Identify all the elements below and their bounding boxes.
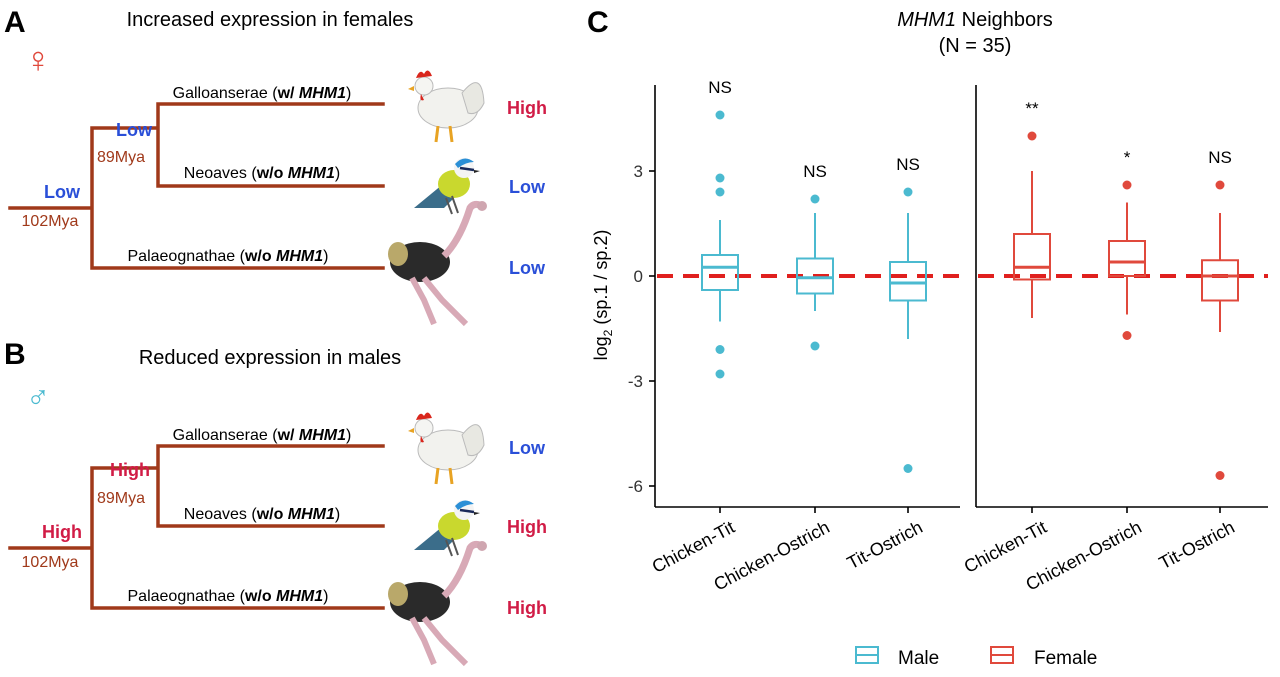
- chicken-illustration-b: [408, 412, 485, 485]
- outlier-female-chicken-ostrich: [1122, 180, 1132, 190]
- outlier-male-tit-ostrich: [903, 464, 913, 473]
- female-tree-branches: [8, 102, 385, 270]
- male-tip-palaeognathae: High: [507, 598, 547, 618]
- outlier-female-chicken-tit: [1027, 131, 1037, 141]
- male-tree: High 102Mya High 89Mya Galloanserae (w/ …: [8, 427, 547, 618]
- female-tip-galloanserae: High: [507, 98, 547, 118]
- male-symbol-icon: ♂: [26, 379, 50, 415]
- female-clade-galloanserae: Galloanserae (w/ MHM1): [173, 85, 352, 102]
- female-symbol-icon: ♀: [25, 39, 52, 80]
- y-tick-label: -3: [628, 372, 643, 391]
- chart-subtitle: (N = 35): [939, 35, 1012, 57]
- outlier-male-chicken-tit: [715, 173, 725, 183]
- outlier-female-tit-ostrich: [1215, 180, 1225, 190]
- legend-item-male: Male: [855, 646, 939, 669]
- ostrich-illustration-b: [388, 540, 487, 667]
- outlier-male-chicken-ostrich: [810, 194, 820, 204]
- panel-b-title: Reduced expression in males: [139, 347, 401, 369]
- male-tree-branches: [8, 444, 385, 610]
- male-clade-palaeognathae: Palaeognathae (w/o MHM1): [128, 588, 329, 605]
- outlier-female-chicken-ostrich: [1122, 331, 1132, 340]
- ostrich-illustration: [388, 200, 487, 327]
- chart-title: MHM1 Neighbors: [897, 9, 1053, 31]
- female-inner-label: Low: [116, 120, 153, 140]
- male-inner-age: 89Mya: [97, 490, 145, 507]
- y-tick-label: 0: [634, 267, 643, 286]
- x-tick-label-female-chicken-tit: Chicken-Tit: [961, 517, 1050, 577]
- male-clade-neoaves: Neoaves (w/o MHM1): [184, 506, 340, 523]
- y-axis-label: log2 (sp.1 / sp.2): [591, 230, 615, 361]
- outlier-male-chicken-ostrich: [810, 341, 820, 351]
- x-tick-label-male-chicken-tit: Chicken-Tit: [649, 517, 738, 577]
- chicken-illustration: [408, 70, 485, 143]
- x-tick-label-male-tit-ostrich: Tit-Ostrich: [844, 517, 926, 573]
- legend-item-female: Female: [990, 646, 1097, 669]
- male-tip-galloanserae: Low: [509, 438, 546, 458]
- male-root-age: 102Mya: [22, 554, 79, 571]
- outlier-male-chicken-tit: [715, 187, 725, 197]
- female-clade-palaeognathae: Palaeognathae (w/o MHM1): [128, 248, 329, 265]
- box-male-tit-ostrich: [889, 261, 927, 302]
- blue-tit-illustration: [414, 158, 480, 215]
- significance-female-chicken-ostrich: *: [1124, 148, 1131, 167]
- outlier-male-chicken-tit: [715, 345, 725, 354]
- legend-male-label: Male: [898, 648, 939, 669]
- significance-male-chicken-tit: NS: [708, 78, 732, 97]
- box-female-chicken-tit: [1013, 233, 1051, 281]
- blue-tit-illustration-b: [414, 500, 480, 557]
- female-tip-palaeognathae: Low: [509, 258, 546, 278]
- female-root-label: Low: [44, 182, 81, 202]
- outlier-male-chicken-tit: [715, 369, 725, 379]
- outlier-male-tit-ostrich: [903, 187, 913, 197]
- panel-b-letter: B: [4, 338, 26, 371]
- male-inner-label: High: [110, 460, 150, 480]
- significance-male-chicken-ostrich: NS: [803, 162, 827, 181]
- y-tick-label: 3: [634, 162, 643, 181]
- female-clade-neoaves: Neoaves (w/o MHM1): [184, 165, 340, 182]
- box-female-chicken-ostrich: [1108, 240, 1146, 277]
- y-tick-label: -6: [628, 477, 643, 496]
- outlier-female-tit-ostrich: [1215, 471, 1225, 480]
- panel-a-letter: A: [4, 6, 26, 39]
- significance-female-tit-ostrich: NS: [1208, 148, 1232, 167]
- male-root-label: High: [42, 522, 82, 542]
- panel-c-letter: C: [587, 6, 609, 39]
- box-male-chicken-tit: [701, 254, 739, 291]
- female-tip-neoaves: Low: [509, 177, 546, 197]
- box-male-chicken-ostrich: [796, 257, 834, 295]
- significance-male-tit-ostrich: NS: [896, 155, 920, 174]
- x-tick-label-female-tit-ostrich: Tit-Ostrich: [1156, 517, 1238, 573]
- legend: Male Female: [855, 646, 1097, 669]
- legend-female-label: Female: [1034, 648, 1097, 669]
- female-tree: Low 102Mya Low 89Mya Galloanserae (w/ MH…: [8, 85, 547, 278]
- box-female-tit-ostrich: [1201, 259, 1239, 302]
- significance-female-chicken-tit: **: [1025, 99, 1039, 118]
- outlier-male-chicken-tit: [715, 110, 725, 120]
- boxplot-chart: 30-3-6NSChicken-TitNSChicken-OstrichNSTi…: [628, 78, 1268, 595]
- male-tip-neoaves: High: [507, 517, 547, 537]
- panel-a-title: Increased expression in females: [127, 9, 414, 31]
- male-clade-galloanserae: Galloanserae (w/ MHM1): [173, 427, 352, 444]
- female-inner-age: 89Mya: [97, 149, 145, 166]
- female-root-age: 102Mya: [22, 213, 79, 230]
